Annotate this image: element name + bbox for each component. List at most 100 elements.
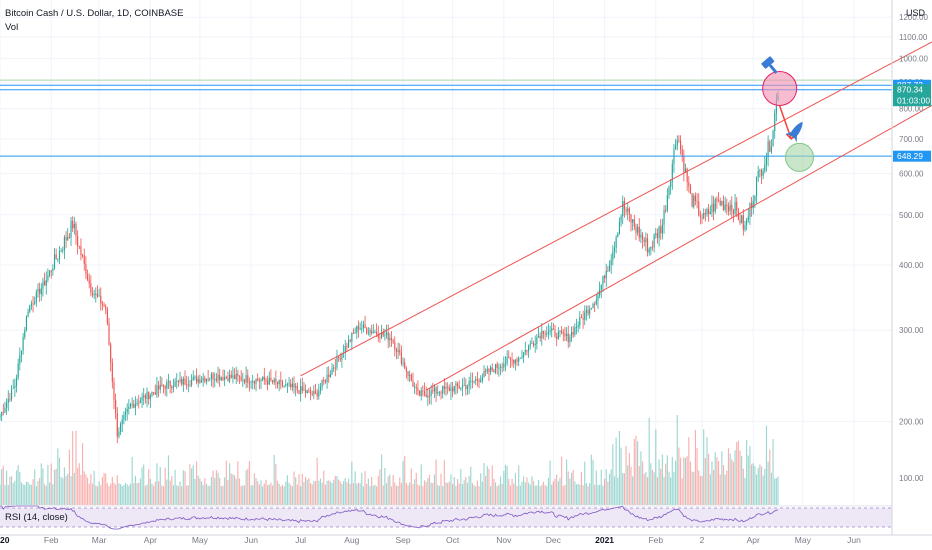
volume-bar	[39, 478, 41, 505]
candle-body	[490, 367, 492, 373]
y-tick-label: 400.00	[899, 261, 924, 270]
volume-bar	[587, 486, 589, 505]
volume-bar	[42, 468, 44, 505]
candle-body	[275, 379, 277, 382]
candle-body	[359, 328, 361, 330]
candle-body	[762, 171, 764, 176]
volume-bar	[635, 435, 637, 505]
volume-bar	[220, 486, 222, 505]
candle-body	[719, 200, 721, 205]
candle-body	[435, 387, 437, 394]
volume-bar	[711, 461, 713, 505]
candle-body	[229, 374, 231, 382]
volume-bar	[679, 457, 682, 505]
volume-bar	[589, 483, 591, 505]
candle-body	[486, 368, 488, 372]
candle-body	[141, 396, 143, 401]
volume-bar	[755, 474, 758, 505]
volume-bar	[189, 464, 191, 505]
candle-body	[729, 204, 731, 212]
volume-bar	[579, 484, 581, 505]
volume-bar	[475, 486, 477, 505]
horizontal-levels	[0, 79, 892, 157]
volume-bar	[197, 475, 199, 505]
volume-bar	[146, 484, 148, 505]
volume-bar	[554, 478, 556, 505]
volume-bar	[278, 483, 280, 505]
volume-bar	[144, 485, 146, 505]
price-axis[interactable]: 100.00 200.00 300.00 400.00 500.00 600.00 700.…	[891, 0, 931, 535]
candle-body	[12, 387, 14, 389]
volume-bar	[30, 484, 32, 505]
volume-bar	[316, 457, 318, 505]
volume-bar	[121, 486, 123, 505]
candle-body	[34, 302, 36, 304]
candle-body	[534, 343, 536, 345]
volume-bar	[123, 485, 125, 505]
volume-bars	[0, 415, 779, 505]
volume-bar	[570, 472, 573, 505]
candle-body	[338, 356, 340, 358]
volume-bar	[542, 481, 545, 505]
candle-body	[569, 337, 571, 343]
volume-bar	[32, 479, 34, 505]
candle-body	[169, 381, 171, 387]
candle-body	[417, 387, 419, 391]
volume-bar	[526, 477, 528, 505]
candle-body	[189, 384, 191, 386]
volume-bar	[727, 448, 730, 505]
volume-bar	[417, 484, 419, 505]
candle-body	[514, 359, 516, 364]
candle-body	[409, 375, 411, 376]
volume-bar	[245, 470, 247, 505]
volume-bar	[717, 460, 720, 505]
volume-bar	[25, 481, 28, 505]
candle-body	[19, 355, 21, 364]
candle-body	[240, 376, 242, 381]
top-marker-circle	[762, 70, 798, 106]
currency-label[interactable]: USD	[906, 8, 926, 18]
y-tick-label: 300.00	[899, 326, 924, 335]
volume-bar	[4, 484, 6, 505]
volume-bar	[478, 486, 480, 505]
volume-bar	[361, 472, 363, 505]
candle-body	[412, 380, 414, 387]
volume-bar	[157, 481, 160, 505]
candle-body	[131, 403, 133, 405]
candle-body	[688, 182, 690, 187]
candle-body	[698, 201, 700, 216]
volume-bar	[566, 459, 568, 505]
candle-body	[164, 386, 166, 389]
volume-bar	[590, 454, 592, 505]
volume-bar	[341, 483, 343, 505]
y-tick-label: 1000.00	[899, 54, 928, 63]
candle-body	[646, 238, 649, 253]
candle-body	[321, 380, 323, 388]
candle-body	[47, 275, 49, 281]
level-price-label: 870.34	[897, 85, 923, 95]
candle-body	[149, 395, 151, 400]
candle-body	[1, 412, 3, 417]
candle-body	[468, 381, 470, 387]
candle-body	[554, 329, 556, 337]
time-axis[interactable]: 2020 Feb Mar Apr May Jun Jul Aug Sep Oct Nov Dec 202…	[0, 534, 932, 545]
candle-body	[344, 346, 346, 353]
candle-body	[44, 281, 46, 286]
candle-body	[681, 149, 683, 157]
volume-bar	[618, 431, 621, 505]
candle-body	[438, 392, 440, 394]
volume-bar	[364, 471, 366, 505]
volume-bar	[328, 480, 330, 505]
volume-bar	[230, 473, 232, 505]
candle-body	[120, 423, 122, 432]
volume-bar	[2, 465, 4, 505]
volume-bar	[681, 478, 683, 505]
candle-body	[731, 204, 733, 210]
volume-bar	[151, 483, 153, 505]
candle-body	[666, 195, 668, 211]
volume-bar	[741, 455, 743, 505]
candle-body	[52, 268, 54, 271]
volume-bar	[769, 449, 771, 505]
candle-body	[224, 376, 226, 381]
